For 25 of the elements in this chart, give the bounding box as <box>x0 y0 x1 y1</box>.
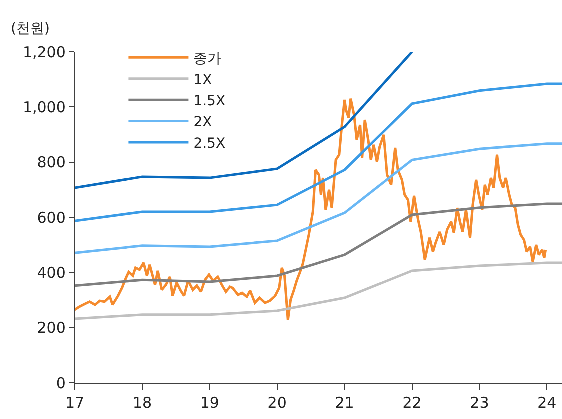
x-tick-label: 19 <box>200 394 220 412</box>
legend-label: 2X <box>194 114 213 131</box>
legend-label: 2.5X <box>194 136 226 152</box>
y-tick-label: 1,200 <box>22 43 66 62</box>
x-tick-label: 24 <box>538 394 557 412</box>
x-tick-label: 21 <box>335 394 354 412</box>
line-series <box>75 262 562 320</box>
y-tick-label: 400 <box>37 264 66 282</box>
legend-label: 1.5X <box>194 94 226 110</box>
x-tick-label: 23 <box>470 394 490 412</box>
x-tick-label: 17 <box>65 394 85 412</box>
legend-label: 1X <box>194 72 213 88</box>
y-axis-title: (천원) <box>11 21 50 37</box>
y-tick-label: 600 <box>37 208 66 227</box>
y-tick-label: 200 <box>37 319 66 338</box>
line-series <box>75 82 562 222</box>
legend-label: 종가 <box>194 51 222 68</box>
x-tick-label: 20 <box>268 394 287 412</box>
x-tick-label: 22 <box>402 394 422 412</box>
y-tick-label: 1,000 <box>22 98 66 116</box>
line-series <box>75 52 414 190</box>
x-tick-label: 18 <box>132 394 152 412</box>
y-tick-label: 800 <box>37 154 66 172</box>
y-tick-label: 0 <box>56 374 66 392</box>
line-series <box>75 202 562 288</box>
